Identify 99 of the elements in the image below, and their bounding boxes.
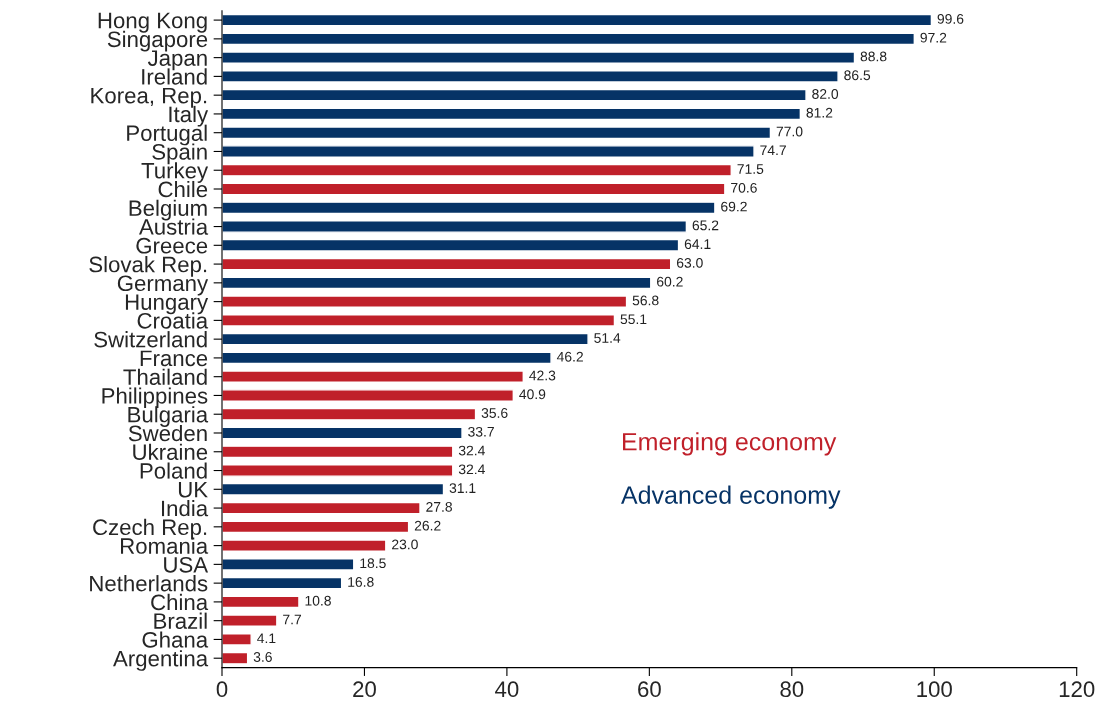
data-label: 82.0: [812, 89, 839, 99]
y-tick-label: India: [161, 500, 209, 517]
data-label: 63.0: [676, 257, 703, 268]
bar: [222, 426, 463, 440]
data-label: 4.1: [257, 633, 276, 644]
data-label: 18.5: [360, 558, 386, 569]
x-tick-label: 20: [353, 681, 376, 698]
bar: [222, 576, 343, 590]
y-tick-label: China: [151, 593, 209, 611]
y-tick-label: France: [140, 350, 208, 367]
y-tick-label: Sweden: [128, 424, 207, 442]
bar: [222, 332, 589, 346]
y-tick-label: Korea, Rep.: [91, 87, 207, 108]
bar: [222, 13, 933, 27]
bar: [222, 238, 680, 252]
x-tick-label: 0: [216, 681, 228, 698]
data-label: 27.8: [426, 501, 452, 512]
bar: [222, 464, 454, 477]
data-label: 35.6: [481, 408, 508, 418]
data-label: 86.5: [844, 70, 871, 81]
bar: [222, 407, 477, 421]
y-tick-label: Bulgaria: [128, 406, 209, 427]
bar: [222, 558, 355, 571]
bar: [222, 614, 278, 627]
x-tick-label: 60: [638, 681, 661, 698]
bar: [222, 595, 300, 609]
data-label: 60.2: [657, 276, 683, 287]
data-label: 16.8: [348, 577, 374, 587]
bar: [222, 314, 616, 327]
data-label: 3.6: [253, 652, 272, 662]
data-label: 65.2: [692, 220, 719, 231]
y-tick-label: Poland: [140, 462, 207, 479]
y-tick-label: Switzerland: [94, 331, 207, 348]
bar: [222, 163, 732, 177]
data-label: 31.1: [449, 483, 476, 494]
data-label: 99.6: [937, 13, 964, 24]
data-label: 42.3: [529, 370, 556, 381]
data-label: 81.2: [806, 107, 833, 118]
data-label: 46.2: [556, 351, 583, 362]
bar: [222, 257, 672, 271]
y-tick-label: USA: [164, 556, 209, 573]
data-label: 10.8: [305, 595, 331, 606]
data-label: 64.1: [684, 239, 711, 250]
bar: [222, 482, 445, 496]
bar: [222, 520, 410, 534]
y-tick-label: Argentina: [113, 650, 209, 671]
bar: [222, 32, 916, 46]
y-tick-label: Philippines: [102, 387, 208, 409]
data-label: 23.0: [392, 539, 418, 550]
data-label: 56.8: [632, 295, 659, 306]
bar: [222, 651, 249, 665]
bar: [222, 501, 421, 515]
y-tick-label: Chile: [158, 180, 208, 198]
text: Advanced economy: [621, 485, 841, 509]
y-tick-label: UK: [178, 482, 208, 498]
bar: [222, 70, 839, 83]
bar: [222, 276, 652, 290]
data-label: 55.1: [620, 314, 647, 325]
data-label: 88.8: [860, 51, 887, 62]
x-tick-label: 80: [780, 681, 804, 698]
bar: [222, 351, 552, 365]
data-label: 7.7: [283, 614, 302, 625]
x-tick-label: 100: [917, 681, 952, 698]
bar: [222, 633, 252, 646]
data-label: 32.4: [458, 464, 485, 475]
data-label: 26.2: [414, 520, 441, 531]
bar: [222, 88, 807, 102]
bar: [222, 126, 772, 140]
data-label: 33.7: [468, 426, 494, 437]
x-tick-label: 120: [1059, 681, 1095, 698]
y-tick-label: Thailand: [123, 368, 207, 385]
data-label: 77.0: [776, 126, 803, 137]
bar: [222, 389, 515, 402]
y-tick-label: Germany: [117, 275, 209, 296]
bar: [222, 539, 387, 552]
bar: [222, 182, 726, 196]
bar: [222, 201, 716, 215]
y-tick-label: Greece: [136, 237, 208, 254]
bar: [222, 370, 524, 384]
text: Emerging economy: [623, 432, 837, 456]
data-label: 71.5: [737, 164, 764, 174]
bar: [222, 145, 755, 158]
y-tick-label: Ghana: [142, 631, 209, 648]
bar: [222, 51, 856, 64]
y-tick-label: Brazil: [154, 612, 207, 629]
data-label: 70.6: [731, 182, 757, 193]
y-tick-label: Netherlands: [90, 575, 208, 592]
bar: [222, 220, 688, 233]
bar: [222, 295, 628, 308]
data-label: 97.2: [920, 32, 947, 43]
data-label: 40.9: [519, 389, 546, 400]
data-label: 32.4: [458, 445, 485, 456]
x-tick-label: 40: [495, 681, 519, 698]
bar: [222, 107, 802, 121]
y-tick-label: Ukraine: [133, 443, 208, 461]
data-label: 69.2: [721, 201, 747, 212]
bar: [222, 445, 454, 459]
data-label: 74.7: [760, 145, 786, 156]
data-label: 51.4: [594, 333, 621, 343]
